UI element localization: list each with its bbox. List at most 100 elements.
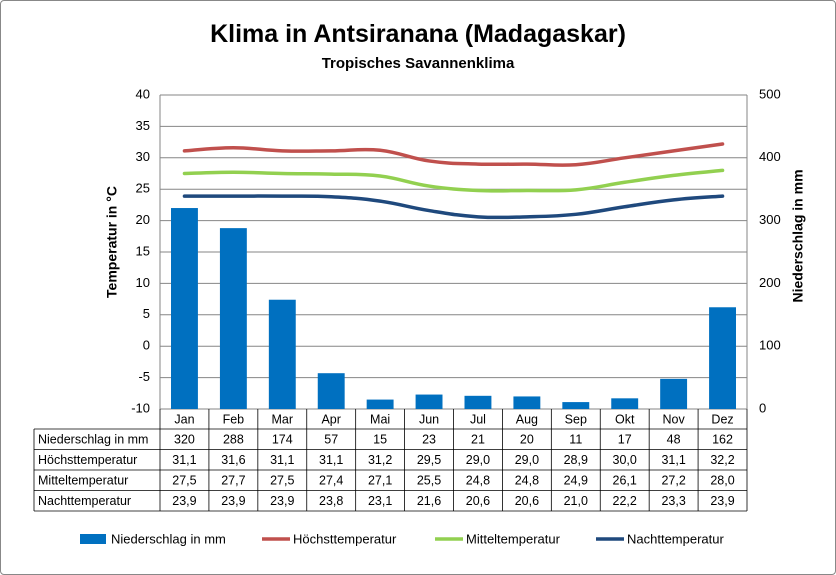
y-tick-label-left: -10	[131, 400, 150, 415]
y-tick-label-right: 200	[759, 275, 781, 290]
legend-label: Nachttemperatur	[627, 531, 724, 546]
x-tick-label: Jun	[419, 412, 439, 426]
table-cell: 48	[667, 433, 681, 447]
y-tick-label-left: 35	[136, 118, 150, 133]
x-tick-label: Feb	[223, 412, 245, 426]
table-row-label: Niederschlag in mm	[38, 433, 148, 447]
table-cell: 24,8	[515, 474, 539, 488]
mitteltemperatur-line	[182, 168, 725, 193]
table-cell: 28,0	[710, 474, 734, 488]
table-cell: 20,6	[515, 494, 539, 508]
precipitation-bar	[171, 208, 198, 409]
table-cell: 57	[324, 433, 338, 447]
x-tick-label: Aug	[516, 412, 538, 426]
y-tick-label-left: 0	[143, 338, 150, 353]
table-row-label: Nachttemperatur	[38, 494, 131, 508]
chart-subtitle: Tropisches Savannenklima	[321, 55, 515, 72]
y-axis-right-title: Niederschlag in mm	[790, 169, 806, 302]
table-cell: 24,8	[466, 474, 490, 488]
data-table: Jan Feb Mar Apr Mai Jun Jul Aug Sep Okt Nov Dez Nied…	[33, 409, 748, 512]
table-cell: 31,1	[319, 453, 343, 467]
table-cell: 23,9	[710, 494, 734, 508]
table-cell: 32,2	[710, 453, 734, 467]
table-cell: 27,5	[270, 474, 294, 488]
precipitation-bar	[317, 373, 345, 409]
table-cell: 30,0	[613, 453, 637, 467]
y-tick-label-right: 300	[759, 212, 781, 227]
table-cell: 20,6	[466, 494, 490, 508]
y-tick-label-right: 500	[759, 86, 781, 101]
table-cell: 27,1	[368, 474, 392, 488]
table-cell: 31,1	[172, 453, 196, 467]
legend-swatch-bar	[80, 534, 106, 544]
precipitation-bar	[366, 399, 394, 409]
table-cell: 23,9	[221, 494, 245, 508]
table-cell: 24,9	[564, 474, 588, 488]
y-tick-label-left: 40	[136, 86, 150, 101]
table-cell: 23	[422, 433, 436, 447]
table-cell: 25,5	[417, 474, 441, 488]
legend: Niederschlag in mm Höchsttemperatur Mittel…	[80, 531, 724, 546]
table-cell: 22,2	[613, 494, 637, 508]
y-tick-label-left: 25	[136, 181, 150, 196]
table-cell: 21	[471, 433, 485, 447]
precipitation-bar	[415, 394, 443, 409]
legend-label: Höchsttemperatur	[293, 531, 397, 546]
höchsttemperatur-line	[182, 142, 725, 167]
precipitation-bar	[219, 228, 247, 409]
table-cell: 21,0	[564, 494, 588, 508]
table-row-label: Mitteltemperatur	[38, 474, 128, 488]
x-tick-label: Apr	[321, 412, 340, 426]
table-row-label: Höchsttemperatur	[38, 453, 137, 467]
x-tick-label: Jan	[174, 412, 194, 426]
precipitation-bar	[611, 398, 639, 409]
x-tick-label: Dez	[711, 412, 733, 426]
temperature-lines	[182, 142, 725, 220]
table-cell: 26,1	[613, 474, 637, 488]
precipitation-bar	[464, 395, 492, 409]
y-tick-label-left: 5	[143, 306, 150, 321]
precipitation-bars	[171, 208, 736, 409]
y-tick-label-left: -5	[138, 369, 150, 384]
table-cell: 27,5	[172, 474, 196, 488]
table-cell: 21,6	[417, 494, 441, 508]
chart-title: Klima in Antsiranana (Madagaskar)	[210, 20, 626, 48]
table-cell: 320	[174, 433, 195, 447]
table-cell: 31,1	[661, 453, 685, 467]
table-cell: 27,2	[661, 474, 685, 488]
x-tick-label: Mar	[272, 412, 294, 426]
table-cell: 31,1	[270, 453, 294, 467]
y-axis-left-title: Temperatur in °C	[104, 186, 120, 298]
precipitation-bar	[660, 378, 688, 409]
x-tick-label: Okt	[615, 412, 635, 426]
y-tick-label-right: 400	[759, 149, 781, 164]
legend-label: Niederschlag in mm	[111, 531, 226, 546]
axes: 40 35 30 25 20 15 10 5 0 -5 -10 500 400 300 200 100 0	[131, 86, 781, 415]
x-tick-label: Jul	[470, 412, 486, 426]
table-cell: 288	[223, 433, 244, 447]
y-tick-label-left: 10	[136, 275, 150, 290]
table-cell: 31,2	[368, 453, 392, 467]
y-tick-label-right: 0	[759, 400, 766, 415]
table-cell: 31,6	[221, 453, 245, 467]
table-cell: 27,7	[221, 474, 245, 488]
table-cell: 11	[569, 433, 582, 447]
x-tick-label: Nov	[663, 412, 686, 426]
y-tick-label-left: 15	[136, 243, 150, 258]
x-tick-label: Sep	[565, 412, 587, 426]
y-tick-label-left: 20	[136, 212, 150, 227]
table-cell: 29,0	[466, 453, 490, 467]
precipitation-bar	[709, 307, 736, 409]
precipitation-bar	[513, 396, 541, 409]
y-tick-label-left: 30	[136, 149, 150, 164]
table-cell: 28,9	[564, 453, 588, 467]
precipitation-bar	[562, 402, 590, 409]
table-cell: 23,9	[270, 494, 294, 508]
table-cell: 174	[272, 433, 293, 447]
table-cell: 27,4	[319, 474, 343, 488]
table-cell: 15	[373, 433, 387, 447]
table-cell: 162	[712, 433, 733, 447]
nachttemperatur-line	[182, 194, 725, 220]
